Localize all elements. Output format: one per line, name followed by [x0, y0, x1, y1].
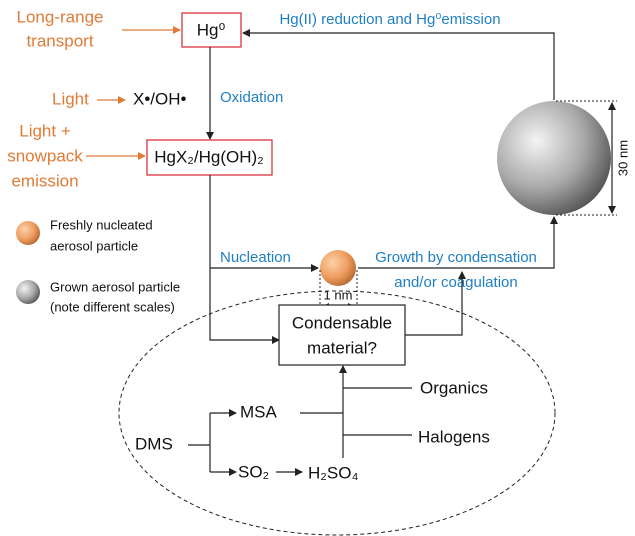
species-label: DMS [135, 434, 173, 453]
process-label: Hg(II) reduction and Hg⁰emission [279, 11, 500, 28]
species-box [181, 12, 242, 48]
box-label: material? [307, 338, 377, 357]
legend-label: aerosol particle [50, 238, 138, 253]
source-label: snowpack [7, 146, 83, 165]
nucleated-particle [320, 250, 356, 286]
source-label: transport [26, 31, 93, 50]
source-label: Light [52, 89, 89, 108]
species-label: MSA [240, 402, 278, 421]
species-label: X•/OH• [133, 89, 187, 108]
legend-label: Freshly nucleated [50, 217, 153, 232]
process-label: and/or coagulation [394, 274, 517, 291]
source-label: Long-range [17, 7, 104, 26]
process-label: Growth by condensation [375, 249, 537, 266]
box-label: Condensable [292, 313, 392, 332]
species-label: SO₂ [238, 462, 269, 481]
species-label: H₂SO₄ [308, 463, 358, 482]
legend-marker [16, 221, 40, 245]
species-label: HgX₂/Hg(OH)₂ [154, 147, 264, 166]
grown-particle [497, 101, 611, 215]
arrow [209, 175, 280, 344]
legend-marker [16, 280, 40, 304]
species-label: Hg⁰ [197, 20, 226, 39]
marine-boundary [118, 290, 556, 536]
arrow [358, 216, 558, 269]
source-label: Light + [19, 121, 71, 140]
source-label: emission [11, 171, 78, 190]
process-label: Nucleation [220, 249, 291, 266]
species-label: Halogens [418, 427, 490, 446]
scale-label: 1 nm [324, 287, 353, 302]
legend-label: Grown aerosol particle [50, 279, 180, 294]
arrow [405, 271, 466, 336]
scale-label: 30 nm [615, 140, 630, 176]
process-label: Oxidation [220, 89, 283, 106]
species-label: Organics [420, 378, 488, 397]
legend-label: (note different scales) [50, 299, 175, 314]
arrow [242, 29, 555, 100]
